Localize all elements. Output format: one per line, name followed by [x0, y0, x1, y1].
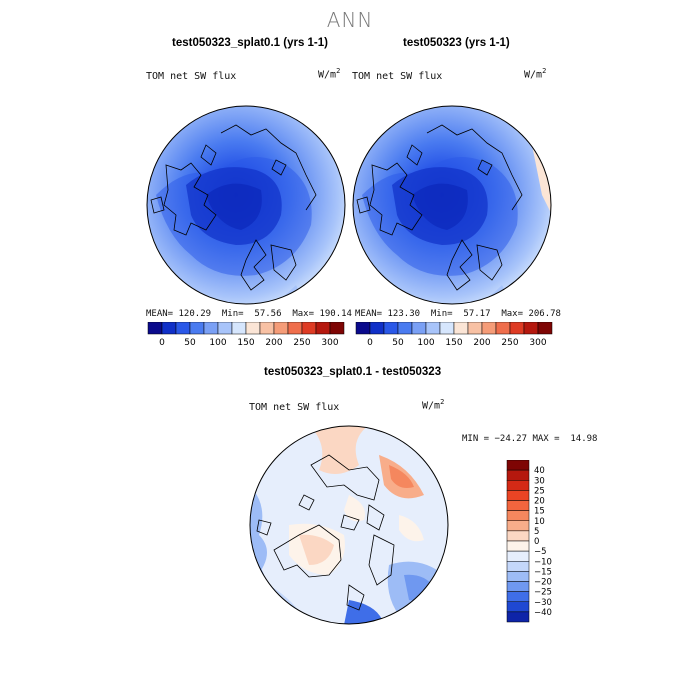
- panel1-title: test050323_splat0.1 (yrs 1-1): [172, 37, 328, 49]
- diff-colorbar-swatch: [506, 581, 530, 592]
- panel1-colorbar-swatch: [161, 322, 177, 335]
- diff-colorbar-swatch: [506, 601, 530, 613]
- panel2-colorbar-swatch: [369, 322, 385, 335]
- diff-variable-label: TOM net SW flux: [249, 402, 340, 413]
- panel1-polar-map: [146, 105, 346, 305]
- panel2-colorbar-swatch: [509, 322, 525, 335]
- panel1-colorbar-tick-label: 250: [293, 338, 310, 348]
- diff-colorbar-swatch: [506, 480, 530, 491]
- panel2-stats: MEAN= 123.30 Min= 57.17 Max= 206.78: [355, 309, 561, 319]
- panel2-colorbar: 050100150200250300350: [355, 322, 553, 348]
- diff-colorbar-tick-label: 20: [534, 497, 545, 507]
- panel2-colorbar-swatch: [439, 322, 455, 335]
- panel1-stats: MEAN= 120.29 Min= 57.56 Max= 190.14: [146, 309, 352, 319]
- diff-colorbar-tick-label: −30: [534, 598, 552, 608]
- panel1-units: W/m2: [318, 67, 341, 81]
- panel1-variable-label: TOM net SW flux: [146, 71, 237, 82]
- panel2-colorbar-swatch: [383, 322, 399, 335]
- panel2-variable-label: TOM net SW flux: [352, 71, 443, 82]
- panel1-colorbar-swatch: [203, 322, 219, 335]
- panel1-colorbar-tick-label: 300: [321, 338, 338, 348]
- panel1-colorbar-tick-label: 150: [237, 338, 254, 348]
- diff-colorbar-swatch: [506, 500, 530, 511]
- panel1-colorbar-swatch: [175, 322, 191, 335]
- panel2-units: W/m2: [524, 67, 547, 81]
- diff-colorbar-tick-label: −20: [534, 578, 552, 588]
- panel2-colorbar-tick-label: 200: [473, 338, 490, 348]
- diff-colorbar-tick-label: −15: [534, 567, 552, 577]
- panel1-colorbar-swatch: [259, 322, 275, 335]
- diff-colorbar-tick-label: 25: [534, 486, 545, 496]
- panel1-colorbar-swatch: [287, 322, 303, 335]
- panel2-colorbar-tick-label: 0: [367, 338, 373, 348]
- diff-units: W/m2: [422, 398, 445, 412]
- panel1-colorbar-swatch: [217, 322, 233, 335]
- diff-stats: MIN = −24.27 MAX = 14.98: [462, 434, 598, 444]
- panel1-colorbar-swatch: [301, 322, 317, 335]
- panel2-colorbar-swatch: [453, 322, 469, 335]
- panel2-title: test050323 (yrs 1-1): [403, 37, 510, 49]
- panel1-colorbar: 050100150200250300350: [147, 322, 345, 348]
- panel1-colorbar-swatch: [189, 322, 205, 335]
- diff-colorbar-swatch: [506, 571, 530, 582]
- panel1-colorbar-swatch: [273, 322, 289, 335]
- diff-colorbar-tick-label: 30: [534, 476, 545, 486]
- diff-polar-map: [249, 425, 449, 625]
- diff-colorbar-tick-label: −10: [534, 557, 552, 567]
- diff-title: test050323_splat0.1 - test050323: [264, 366, 442, 378]
- panel1-colorbar-swatch: [231, 322, 247, 335]
- panel2-colorbar-swatch: [495, 322, 511, 335]
- diff-colorbar-swatch: [506, 540, 530, 552]
- panel2-colorbar-swatch: [467, 322, 483, 335]
- panel2-colorbar-tick-label: 300: [529, 338, 546, 348]
- diff-colorbar-tick-label: 10: [534, 517, 545, 527]
- panel1-colorbar-swatch: [147, 322, 163, 335]
- diff-colorbar-swatch: [506, 490, 530, 501]
- panel1-colorbar-tick-label: 200: [265, 338, 282, 348]
- diff-colorbar-tick-label: −5: [534, 547, 547, 557]
- panel2-polar-map: [352, 105, 552, 305]
- panel1-colorbar-tick-label: 50: [184, 338, 196, 348]
- panel2-colorbar-swatch: [411, 322, 427, 335]
- diff-colorbar-swatch: [506, 611, 530, 623]
- diff-colorbar-swatch: [506, 520, 530, 532]
- diff-colorbar-swatch: [506, 460, 530, 471]
- diff-colorbar-tick-label: 15: [534, 507, 545, 517]
- panel1-colorbar-tick-label: 0: [159, 338, 165, 348]
- figure-title: ANN: [326, 8, 374, 32]
- diff-colorbar-swatch: [506, 510, 530, 521]
- diff-colorbar-swatch: [506, 469, 530, 481]
- panel2-colorbar-swatch: [355, 322, 371, 335]
- panel2-colorbar-swatch: [481, 322, 497, 335]
- diff-colorbar-tick-label: 40: [534, 466, 545, 476]
- panel2-colorbar-swatch: [537, 322, 553, 335]
- diff-colorbar-tick-label: 5: [534, 527, 539, 537]
- panel2-colorbar-swatch: [425, 322, 441, 335]
- diff-colorbar-tick-label: −40: [534, 608, 552, 618]
- diff-colorbar-tick-label: 0: [534, 537, 539, 547]
- diff-colorbar-swatch: [506, 561, 530, 572]
- diff-colorbar-swatch: [506, 550, 530, 562]
- panel2-colorbar-tick-label: 100: [417, 338, 434, 348]
- panel1-colorbar-swatch: [245, 322, 261, 335]
- diff-colorbar-swatch: [506, 530, 530, 542]
- panel2-colorbar-tick-label: 150: [445, 338, 462, 348]
- diff-colorbar-tick-label: −25: [534, 588, 552, 598]
- panel1-colorbar-swatch: [315, 322, 331, 335]
- panel2-colorbar-swatch: [397, 322, 413, 335]
- panel1-colorbar-tick-label: 100: [209, 338, 226, 348]
- panel2-colorbar-tick-label: 50: [392, 338, 404, 348]
- diff-colorbar-swatch: [506, 591, 530, 602]
- panel1-colorbar-swatch: [329, 322, 345, 335]
- panel2-colorbar-tick-label: 250: [501, 338, 518, 348]
- panel2-colorbar-swatch: [523, 322, 539, 335]
